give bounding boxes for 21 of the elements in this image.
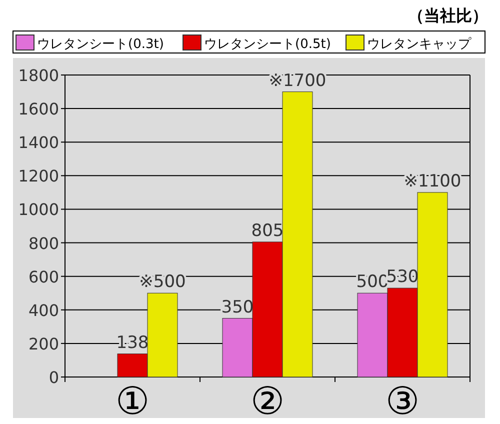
data-label: ※1100 xyxy=(404,171,462,192)
data-label: ※1700 xyxy=(268,70,326,91)
legend-label: ウレタンキャップ xyxy=(367,37,472,52)
y-tick-label: 1000 xyxy=(18,200,59,220)
y-tick-label: 400 xyxy=(28,300,59,320)
x-tick-label: ① xyxy=(115,379,150,423)
y-tick-label: 1400 xyxy=(18,133,59,152)
y-tick-label: 0 xyxy=(48,368,59,387)
legend-label: ウレタンシート(0.5t) xyxy=(204,37,331,52)
y-tick-label: 1800 xyxy=(18,66,59,85)
y-tick-label: 1200 xyxy=(18,166,59,186)
data-label: 805 xyxy=(251,220,284,241)
y-tick-label: 600 xyxy=(28,267,59,286)
x-tick-label: ② xyxy=(250,379,285,423)
y-tick-label: 800 xyxy=(28,234,59,253)
y-tick-label: 1600 xyxy=(18,100,59,119)
text: （当社比） xyxy=(408,6,488,25)
data-label: ※500 xyxy=(139,272,186,292)
x-tick-label: ③ xyxy=(385,379,420,423)
y-tick-label: 200 xyxy=(28,334,59,354)
legend-label: ウレタンシート(0.3t) xyxy=(37,37,164,52)
